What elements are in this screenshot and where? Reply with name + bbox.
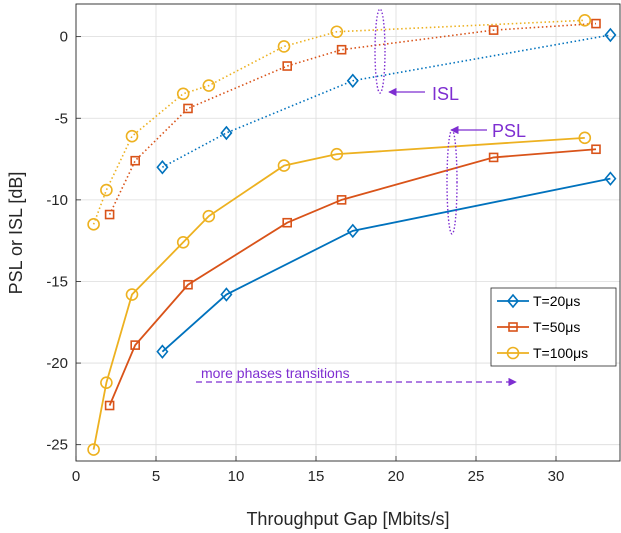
data-point-circle xyxy=(578,14,592,27)
psl-annotation-label: PSL xyxy=(492,121,526,141)
data-point-diamond xyxy=(346,223,359,239)
y-tick-label: -5 xyxy=(55,110,68,127)
series-line xyxy=(161,177,611,353)
y-axis-label: PSL or ISL [dB] xyxy=(6,172,26,295)
series-line xyxy=(92,136,585,450)
series-psl-circle xyxy=(87,131,592,456)
axes: 0 5 10 15 20 25 30 0 -5 -10 -15 -20 -25 xyxy=(46,3,621,485)
series-line xyxy=(108,148,597,406)
data-point-square xyxy=(282,61,293,71)
data-point-circle xyxy=(87,443,100,456)
data-point-circle xyxy=(330,25,344,39)
legend-label-t20: T=20μs xyxy=(533,293,580,309)
series-isl-diamond xyxy=(156,27,617,175)
series-isl-square xyxy=(104,18,601,220)
series-line xyxy=(108,22,597,215)
data-point-square xyxy=(336,44,347,55)
x-tick-label: 15 xyxy=(308,468,325,485)
data-point-diamond xyxy=(156,159,169,175)
data-point-circle xyxy=(277,159,291,172)
data-point-square xyxy=(183,103,193,114)
data-point-square xyxy=(336,195,347,205)
data-point-circle xyxy=(100,376,113,389)
x-tick-label: 10 xyxy=(228,468,245,485)
data-point-square xyxy=(282,217,293,228)
data-point-circle xyxy=(125,129,139,143)
grid xyxy=(75,4,620,461)
data-point-circle xyxy=(330,147,344,161)
data-point-diamond xyxy=(220,125,233,141)
legend-marker-diamond xyxy=(506,293,520,309)
plot-frame xyxy=(75,3,621,462)
series-psl-square xyxy=(104,144,601,411)
data-point-circle xyxy=(100,183,113,197)
data-point-circle xyxy=(202,79,216,92)
legend-label-t50: T=50μs xyxy=(533,319,580,335)
data-point-circle xyxy=(176,87,190,101)
data-point-diamond xyxy=(604,27,617,43)
y-tick-label: -25 xyxy=(46,437,68,454)
y-tick-label: -20 xyxy=(46,355,68,372)
x-tick-label: 25 xyxy=(468,468,485,485)
y-tick-label: -15 xyxy=(46,273,68,290)
data-point-circle xyxy=(176,235,190,249)
data-point-square xyxy=(183,279,193,290)
data-point-diamond xyxy=(220,287,233,302)
annotations: ISL PSL more phases transitions xyxy=(196,8,526,387)
y-tick-label: 0 xyxy=(60,29,68,46)
data-point-square xyxy=(488,25,499,35)
data-point-square xyxy=(591,18,601,29)
legend-marker-square xyxy=(508,322,518,332)
data-point-circle xyxy=(125,288,139,301)
data-point-square xyxy=(488,152,499,163)
x-tick-label: 5 xyxy=(152,468,160,485)
data-point-square xyxy=(104,400,115,411)
series-line xyxy=(92,19,585,225)
data-point-square xyxy=(104,209,115,220)
legend-label-t100: T=100μs xyxy=(533,345,588,361)
x-tick-label: 30 xyxy=(548,468,565,485)
data-point-square xyxy=(130,340,140,350)
data-point-diamond xyxy=(604,171,617,186)
series-isl-circle xyxy=(87,14,592,231)
isl-annotation-label: ISL xyxy=(432,84,459,104)
x-tick-label: 20 xyxy=(388,468,405,485)
isl-ellipse xyxy=(374,8,386,94)
y-tick-label: -10 xyxy=(46,192,68,209)
series-layer xyxy=(87,14,617,456)
series-psl-diamond xyxy=(156,171,617,359)
arrow-annotation-label: more phases transitions xyxy=(201,365,350,381)
data-point-diamond xyxy=(346,73,359,88)
data-point-circle xyxy=(202,209,216,223)
data-point-circle xyxy=(277,40,291,53)
data-point-circle xyxy=(578,131,592,145)
x-axis-label: Throughput Gap [Mbits/s] xyxy=(246,509,449,529)
legend: T=20μs T=50μs T=100μs xyxy=(490,287,617,367)
data-point-circle xyxy=(87,218,100,231)
data-point-square xyxy=(130,155,140,166)
x-tick-label: 0 xyxy=(72,468,80,485)
legend-marker-circle xyxy=(506,346,520,360)
data-point-diamond xyxy=(156,344,169,359)
data-point-square xyxy=(591,144,601,155)
